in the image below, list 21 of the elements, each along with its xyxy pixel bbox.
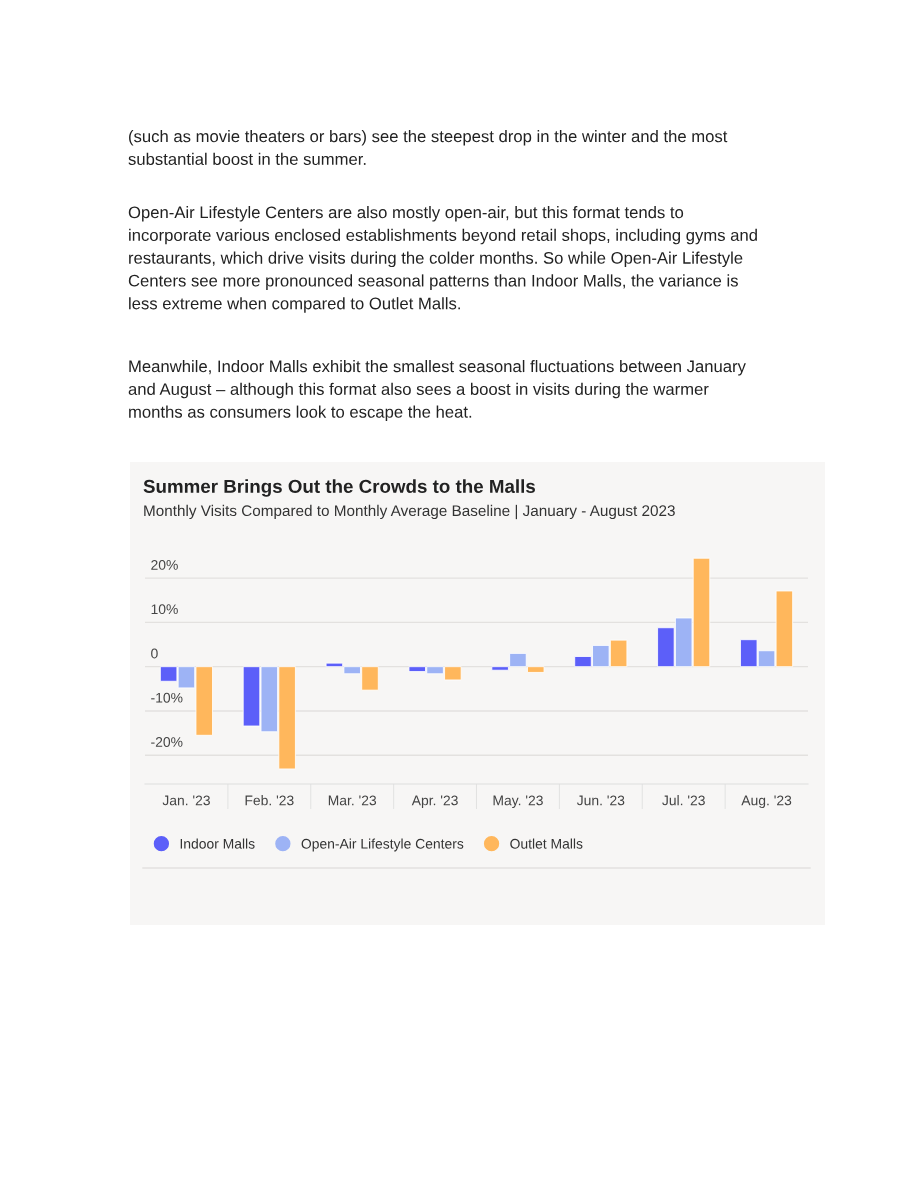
text: Open-Air Lifestyle Centers are also mostly open-air, but this format tends to incorporate various enclosed establishments beyond retail shops, including gyms and restaurants, which drive visits during the colder months. So while Open-Air Lifestyle Centers see more pronounced seasonal patterns than Indoor Malls, the variance is less extreme when compared to Outlet Malls. xyxy=(128,206,757,313)
y-tick-label: -20% xyxy=(151,737,183,747)
y-tick-label: 0 xyxy=(151,648,158,659)
x-tick-label: Jun. '23 xyxy=(576,795,625,806)
text: Meanwhile, Indoor Malls exhibit the smallest seasonal fluctuations between January and August – although this format also sees a boost in visits during the warmer months as consumers look to escape the heat. xyxy=(128,360,746,422)
chart-title: Summer Brings Out the Crowds to the Malls xyxy=(143,479,535,497)
text: (such as movie theaters or bars) see the steepest drop in the winter and the most substantial boost in the summer. xyxy=(128,130,728,166)
legend-label: Outlet Malls xyxy=(510,838,583,849)
y-tick-label: 20% xyxy=(151,560,178,570)
x-tick-label: Apr. '23 xyxy=(411,795,458,809)
y-tick-label: -10% xyxy=(151,692,183,703)
legend-label: Indoor Malls xyxy=(180,838,255,849)
x-tick-label: Jul. '23 xyxy=(662,795,705,806)
x-tick-label: May. '23 xyxy=(493,795,543,809)
legend-label: Open-Air Lifestyle Centers xyxy=(301,838,464,852)
x-tick-label: Feb. '23 xyxy=(245,795,294,806)
x-tick-label: Jan. '23 xyxy=(162,795,210,806)
x-tick-label: Mar. '23 xyxy=(328,795,377,806)
y-tick-label: 10% xyxy=(151,604,178,615)
chart-subtitle: Monthly Visits Compared to Monthly Average Baseline | January - August 2023 xyxy=(144,504,675,520)
x-tick-label: Aug. '23 xyxy=(741,795,792,809)
